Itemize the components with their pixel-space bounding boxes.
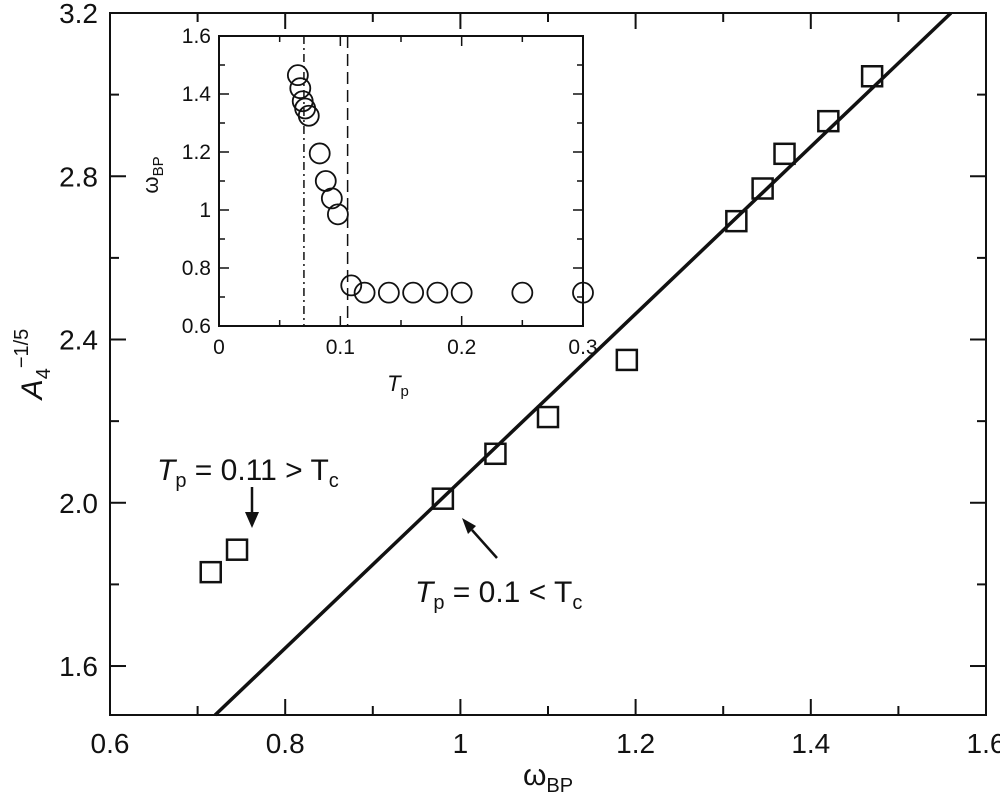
inset-plot-frame (218, 35, 584, 327)
inset-circle-point (320, 187, 343, 210)
annotation-high: Tp = 0.11 > Tc (157, 454, 339, 492)
main-square-point (860, 65, 884, 88)
main-x-tick-label: 0.8 (266, 728, 305, 759)
inset-x-tick-label: 0 (213, 336, 225, 359)
main-square-point (615, 348, 639, 372)
inset-circle-point (297, 104, 320, 127)
main-y-tick-label: 3.2 (59, 0, 98, 29)
main-points (199, 65, 884, 584)
main-square-point (751, 177, 774, 200)
main-tick-labels: 0.6 0.8 1 1.2 1.4 1.6 1.6 2.0 2.4 2.8 3.2 (59, 0, 1000, 759)
main-square-point (817, 109, 840, 133)
inset-x-axis-label-sub: p (401, 383, 409, 400)
inset-x-axis-label-main: T (387, 371, 402, 396)
inset-vertical-lines (303, 36, 349, 326)
inset-y-tick-label: 0.8 (182, 257, 211, 280)
annotation-high-sub2: c (329, 470, 339, 492)
main-y-tick-label: 1.6 (59, 651, 98, 682)
inset-circle-point (426, 281, 449, 304)
main-square-point (725, 209, 748, 233)
inset-ticks (218, 35, 584, 327)
main-y-tick-label: 2.4 (59, 325, 98, 356)
main-x-tick-label: 1.2 (616, 728, 655, 759)
inset-y-axis-label-main: ω (138, 176, 163, 193)
inset-circle-point (511, 281, 534, 304)
inset-circle-point (327, 203, 349, 226)
inset-points (286, 64, 594, 304)
main-x-tick-label: 1 (453, 728, 469, 759)
annotation-high-rest: = 0.11 > T (186, 454, 328, 487)
inset-x-tick-label: 0.1 (326, 336, 355, 359)
main-square-point (225, 538, 249, 561)
y-axis-label-sub: 4 (33, 368, 55, 379)
inset-circle-point (377, 281, 400, 304)
y-axis-label: A4−1/5 (11, 329, 55, 402)
annotation-low-sub: p (433, 592, 444, 614)
inset-circle-point (308, 142, 331, 165)
inset-circle-point (450, 281, 473, 304)
annotation-low-sub2: c (572, 592, 582, 614)
main-x-tick-label: 0.6 (91, 728, 130, 759)
x-axis-label-sub: BP (546, 775, 573, 797)
y-axis-label-sup: −1/5 (11, 329, 33, 368)
inset-circle-point (572, 281, 594, 304)
inset-tick-labels: 0 0.1 0.2 0.3 0.6 0.8 1 1.2 1.4 1.6 (182, 25, 598, 359)
main-y-tick-label: 2.0 (59, 488, 98, 519)
annotation-low: Tp = 0.1 < Tc (415, 576, 582, 614)
main-square-point (484, 442, 507, 466)
x-axis-label-main: ω (523, 759, 546, 792)
inset-circle-point (286, 64, 309, 87)
annotation-low-arrow (462, 518, 498, 559)
y-axis-label-main: A (16, 379, 49, 401)
inset-y-axis-label: ωBP (138, 156, 167, 193)
inset-circle-point (353, 281, 376, 304)
inset-y-tick-label: 1.4 (182, 83, 212, 106)
inset-x-tick-label: 0.2 (447, 336, 476, 359)
main-square-point (199, 560, 222, 584)
main-square-point (431, 487, 455, 510)
inset-x-axis-label: Tp (387, 371, 409, 400)
inset-x-tick-label: 0.3 (568, 336, 597, 359)
main-square-point (773, 142, 796, 166)
annotation-high-arrow (245, 487, 259, 528)
main-x-tick-label: 1.4 (791, 728, 830, 759)
inset-y-tick-label: 1.2 (182, 141, 211, 164)
inset-y-tick-label: 1.6 (182, 25, 211, 48)
x-axis-label: ωBP (523, 759, 573, 797)
main-square-point (536, 405, 560, 429)
inset-y-tick-label: 0.6 (182, 315, 211, 338)
inset-y-tick-label: 1 (199, 199, 211, 222)
annotation-low-T: T (415, 576, 436, 609)
inset-y-axis-label-sub: BP (150, 156, 167, 176)
main-ticks (109, 12, 987, 715)
annotation-high-sub: p (175, 470, 186, 492)
annotation-high-T: T (157, 454, 178, 487)
annotation-low-rest: = 0.1 < T (444, 576, 572, 609)
main-y-tick-label: 2.8 (59, 161, 98, 192)
inset-circle-point (289, 77, 312, 100)
inset-circle-point (340, 274, 363, 297)
inset-circle-point (402, 281, 425, 304)
main-x-tick-label: 1.6 (967, 728, 1000, 759)
